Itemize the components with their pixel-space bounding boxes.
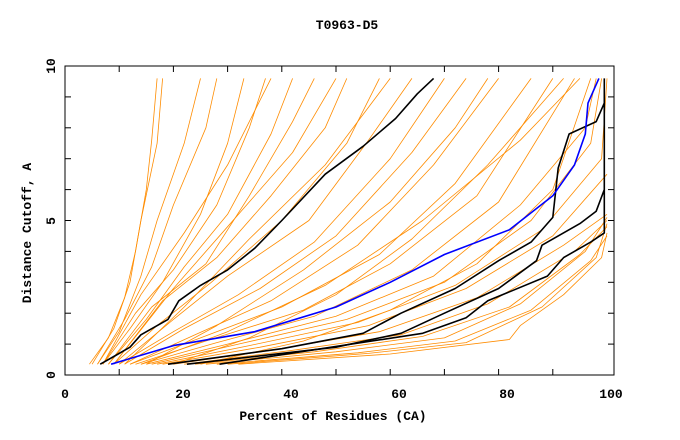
model-curve: [227, 223, 608, 365]
reference-curve: [110, 78, 600, 365]
model-curve: [102, 78, 245, 365]
model-curve: [118, 78, 413, 365]
y-tick-label: 10: [44, 58, 59, 74]
model-curve: [146, 78, 489, 365]
model-curve: [184, 220, 608, 365]
model-curve: [102, 78, 272, 365]
x-tick-label: 100: [599, 387, 623, 402]
model-curve: [113, 78, 337, 365]
model-curve: [108, 78, 315, 365]
chart-title: T0963-D5: [316, 18, 379, 33]
model-curve: [113, 78, 380, 365]
highlight-curve: [219, 78, 606, 365]
x-tick-label: 20: [175, 387, 191, 402]
axis-ticks: [65, 66, 614, 375]
x-tick-label: 80: [499, 387, 515, 402]
series-group: [89, 77, 608, 365]
model-curve: [102, 78, 266, 365]
model-curve: [216, 235, 608, 365]
model-curve: [124, 78, 467, 365]
y-axis-label: Distance Cutoff, A: [20, 163, 35, 304]
x-axis-label: Percent of Residues (CA): [239, 409, 426, 424]
highlight-curve: [99, 77, 435, 365]
x-tick-label: 40: [283, 387, 299, 402]
model-curve: [200, 78, 592, 365]
model-curve: [124, 78, 391, 365]
model-curve: [205, 217, 608, 365]
model-curve: [129, 78, 499, 365]
model-curve: [113, 78, 348, 365]
model-curve: [173, 78, 564, 365]
y-tick-label: 0: [44, 371, 59, 379]
plot-frame: [64, 65, 615, 376]
model-curve: [151, 78, 602, 365]
model-curve: [118, 78, 445, 365]
highlight-curve: [186, 189, 606, 365]
model-curve: [157, 78, 608, 365]
model-curve: [140, 78, 581, 365]
model-curve: [140, 78, 575, 365]
highlight-curve: [167, 102, 606, 365]
x-tick-label: 0: [61, 387, 69, 402]
model-curve: [146, 78, 597, 365]
model-curve: [97, 78, 218, 365]
model-curve: [238, 232, 608, 365]
model-curve: [162, 173, 608, 365]
model-curve: [195, 226, 608, 365]
x-tick-label: 60: [391, 387, 407, 402]
model-curve: [129, 78, 532, 365]
model-curve: [108, 78, 293, 365]
model-curve: [91, 78, 163, 365]
model-curve: [97, 78, 201, 365]
y-tick-label: 5: [44, 217, 59, 225]
